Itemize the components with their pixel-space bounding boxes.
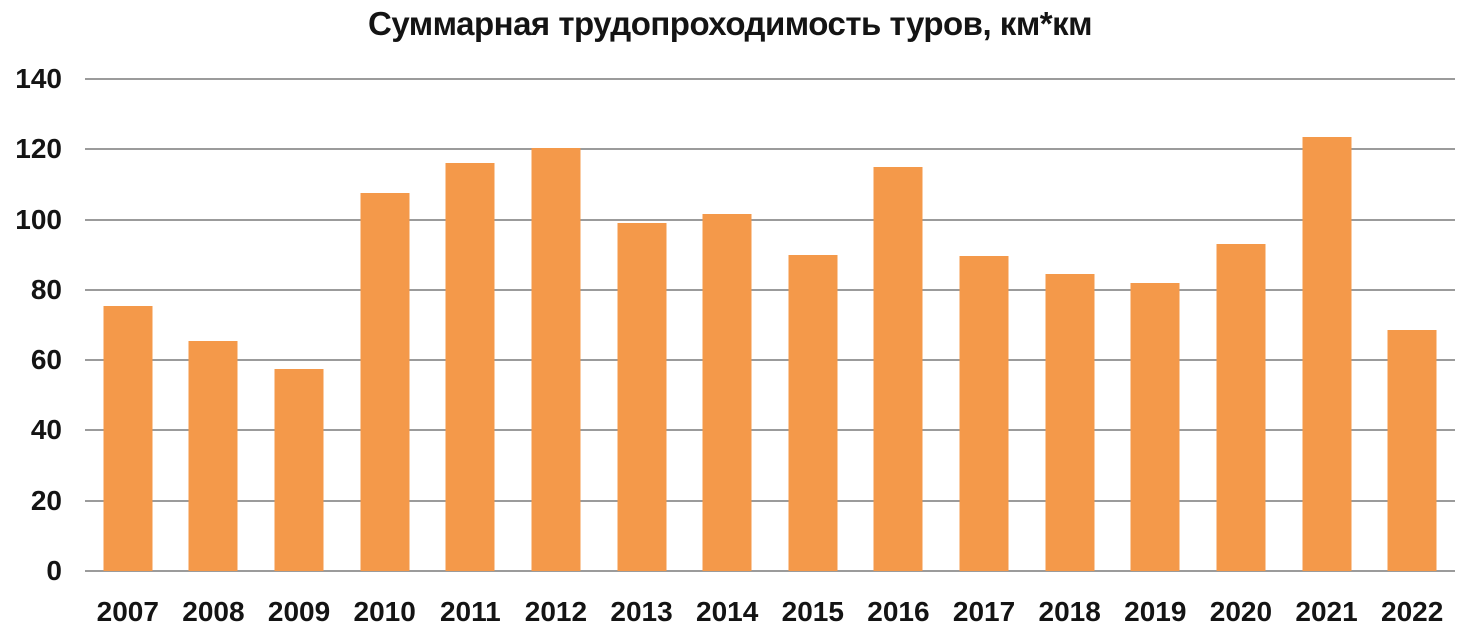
gridline-60 <box>85 359 1455 362</box>
bar-2021 <box>1302 137 1352 571</box>
x-tick-label-2017: 2017 <box>952 596 1016 627</box>
x-tick-label-2016: 2016 <box>867 596 930 627</box>
gridline-120 <box>85 148 1455 151</box>
bar-2013 <box>617 223 667 571</box>
x-tick-label-2015: 2015 <box>781 596 844 627</box>
x-tick-label-2014: 2014 <box>696 596 759 627</box>
y-axis: 0 20 40 60 80 100 120 140 <box>0 0 62 637</box>
bar-2012 <box>531 147 581 571</box>
x-tick-label-2020: 2020 <box>1209 596 1273 627</box>
x-tick-label-2019: 2019 <box>1124 596 1187 627</box>
bar-2020 <box>1216 244 1266 571</box>
bar-2009 <box>274 368 324 571</box>
plot-area <box>85 78 1455 572</box>
y-tick-label-40: 40 <box>30 414 62 446</box>
x-tick-label-2009: 2009 <box>267 596 331 627</box>
y-tick-label-0: 0 <box>46 555 62 586</box>
x-tick-label-2010: 2010 <box>353 596 416 627</box>
bar-2017 <box>959 256 1009 571</box>
gridline-100 <box>85 218 1455 221</box>
x-tick-label-2013: 2013 <box>610 596 673 627</box>
y-tick-label-80: 80 <box>30 273 62 305</box>
chart-title: Суммарная трудопроходимость туров, км*км <box>368 5 1093 42</box>
bar-2019 <box>1130 282 1180 571</box>
bar-2008 <box>188 340 238 571</box>
bar-2022 <box>1387 330 1437 571</box>
gridline-40 <box>85 429 1455 432</box>
y-tick-label-60: 60 <box>30 344 62 376</box>
bar-2015 <box>788 254 838 571</box>
x-tick-label-2008: 2008 <box>182 596 245 627</box>
gridline-0 <box>85 570 1455 572</box>
bar-2011 <box>445 163 495 571</box>
bar-2014 <box>702 214 752 571</box>
y-tick-label-20: 20 <box>30 484 62 516</box>
x-tick-label-2007: 2007 <box>96 596 159 627</box>
bar-2010 <box>360 193 410 571</box>
gridline-80 <box>85 288 1455 291</box>
x-tick-label-2012: 2012 <box>524 596 588 627</box>
x-tick-label-2022: 2022 <box>1381 596 1444 627</box>
x-tick-label-2011: 2011 <box>439 596 501 627</box>
gridline-20 <box>85 499 1455 502</box>
bar-2016 <box>873 166 923 571</box>
bar-2018 <box>1045 274 1095 571</box>
bar-2007 <box>103 305 153 571</box>
x-tick-label-2018: 2018 <box>1038 596 1101 627</box>
x-tick-label-2021: 2021 <box>1295 596 1358 627</box>
y-tick-label-140: 140 <box>15 63 62 94</box>
y-tick-label-100: 100 <box>15 203 62 235</box>
gridline-140 <box>85 78 1455 80</box>
x-axis: 2007 2008 2009 2010 2011 2012 2013 2014 2015 2016… <box>85 596 1455 634</box>
y-tick-label-120: 120 <box>15 133 62 165</box>
